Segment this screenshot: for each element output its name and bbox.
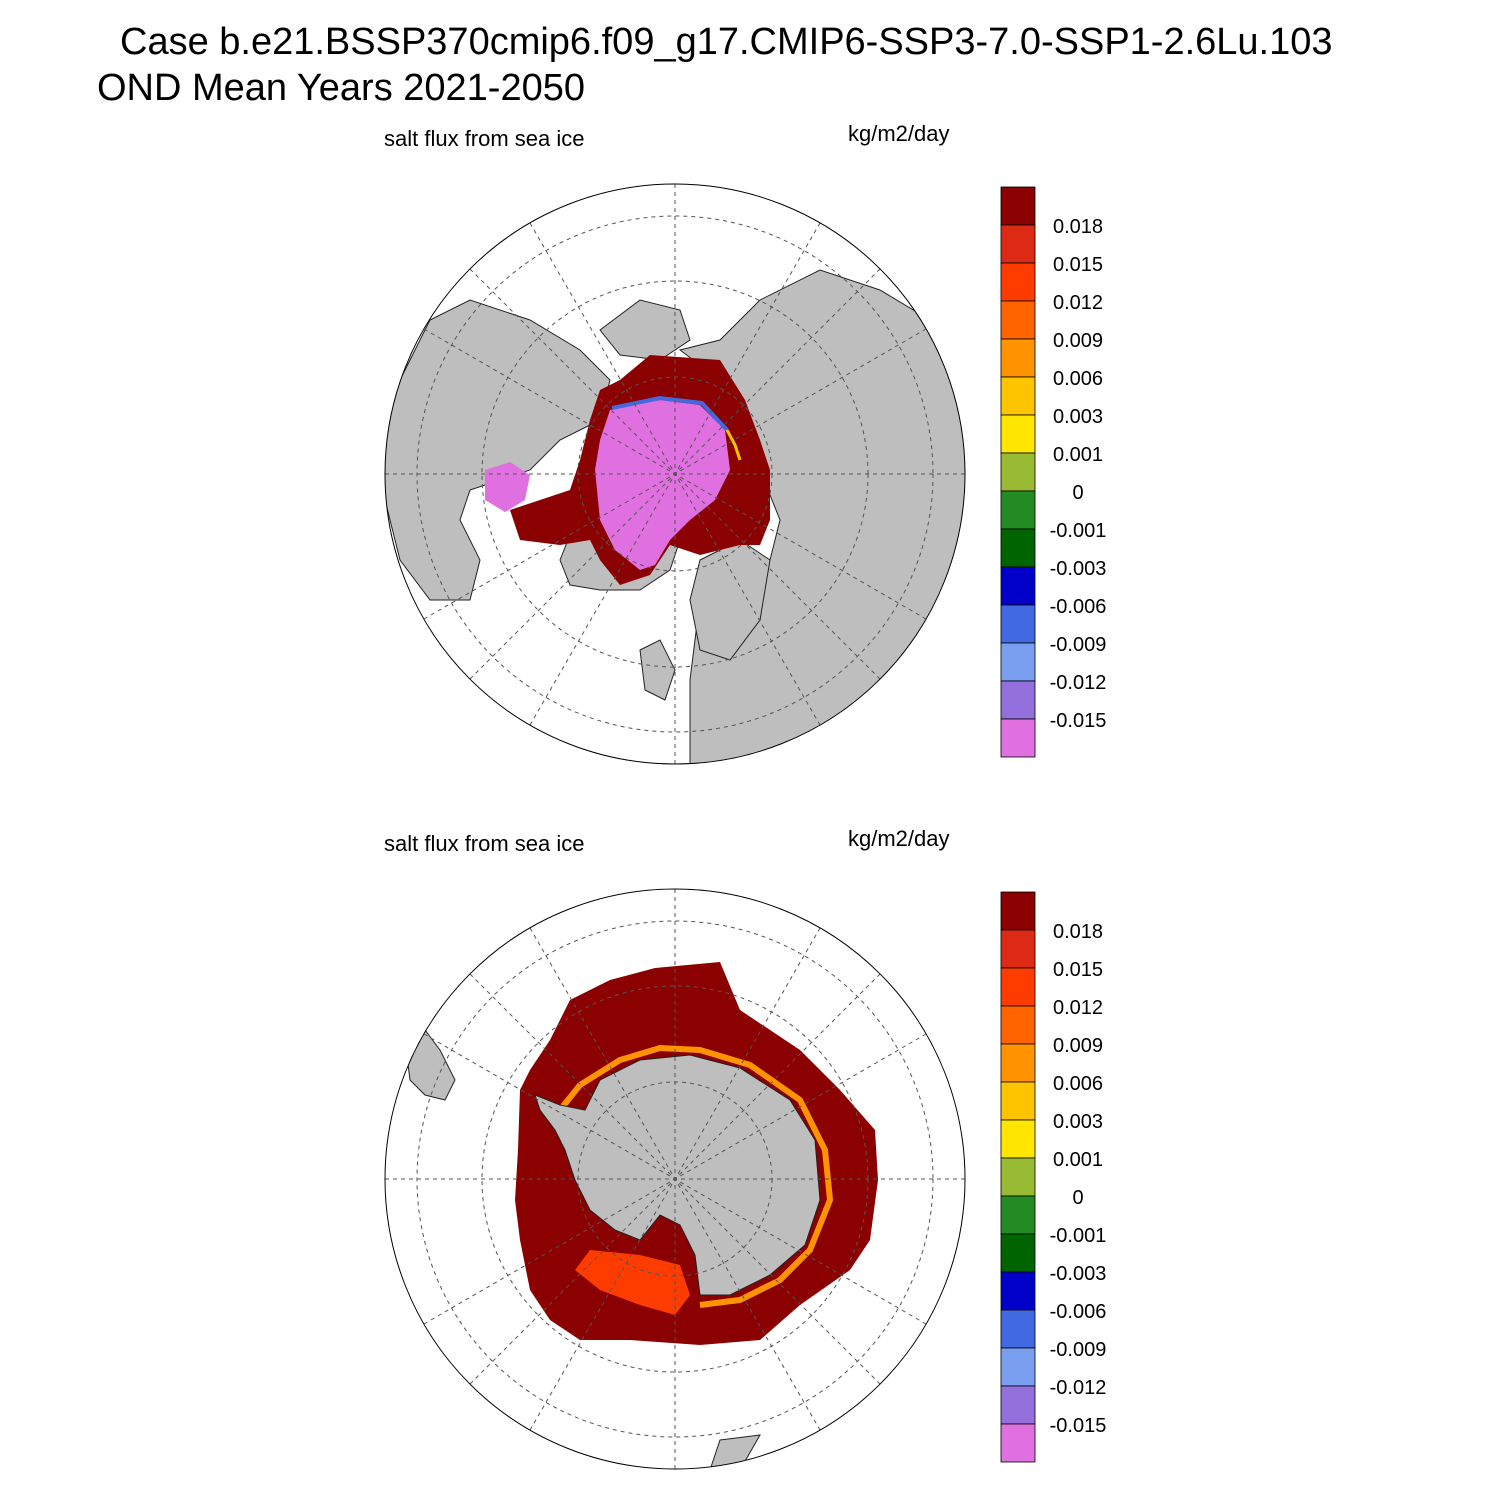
south-land-australia-edge bbox=[709, 1434, 761, 1469]
south-land-south-america bbox=[404, 1029, 456, 1101]
south-ice-orange-zone bbox=[575, 1250, 690, 1315]
north-ice-hudson-bay bbox=[485, 462, 530, 512]
north-colorbar-tick-label: -0.009 bbox=[1050, 634, 1107, 656]
south-colorbar-swatch bbox=[1000, 1309, 1036, 1349]
north-colorbar-swatch bbox=[1000, 680, 1036, 720]
north-colorbar-swatch bbox=[1000, 528, 1036, 568]
south-colorbar-tick-label: -0.015 bbox=[1050, 1415, 1107, 1437]
north-colorbar-swatch bbox=[1000, 186, 1036, 226]
north-colorbar-tick-label: -0.001 bbox=[1050, 520, 1107, 542]
south-colorbar-swatch bbox=[1000, 1119, 1036, 1159]
north-colorbar-swatch bbox=[1000, 376, 1036, 416]
south-land-antarctica bbox=[534, 1054, 821, 1296]
south-colorbar-swatch bbox=[1000, 1043, 1036, 1083]
south-colorbar-swatch bbox=[1000, 891, 1036, 931]
north-colorbar-swatch bbox=[1000, 224, 1036, 264]
north-ice-yellow-rim bbox=[725, 429, 742, 461]
north-colorbar-tick-label: 0.003 bbox=[1053, 406, 1103, 428]
north-colorbar-swatch bbox=[1000, 338, 1036, 378]
south-colorbar-swatch bbox=[1000, 1347, 1036, 1387]
south-colorbar-tick-label: -0.003 bbox=[1050, 1263, 1107, 1285]
south-polar-map bbox=[384, 888, 966, 1470]
south-colorbar-tick-label: -0.001 bbox=[1050, 1225, 1107, 1247]
north-colorbar-tick-label: -0.006 bbox=[1050, 596, 1107, 618]
figure-title-case: Case b.e21.BSSP370cmip6.f09_g17.CMIP6-SS… bbox=[120, 21, 1333, 63]
north-graticule bbox=[385, 184, 965, 764]
south-colorbar-tick-label: -0.012 bbox=[1050, 1377, 1107, 1399]
south-colorbar-swatch bbox=[1000, 1233, 1036, 1273]
north-colorbar-tick-label: 0.012 bbox=[1053, 292, 1103, 314]
south-colorbar-tick-label: 0.006 bbox=[1053, 1073, 1103, 1095]
south-colorbar-tick-label: 0.009 bbox=[1053, 1035, 1103, 1057]
north-variable-label: salt flux from sea ice bbox=[384, 126, 585, 151]
south-map-border bbox=[384, 888, 966, 1470]
north-map-border bbox=[384, 183, 966, 765]
north-colorbar-tick-label: 0.001 bbox=[1053, 444, 1103, 466]
south-colorbar-swatch bbox=[1000, 1005, 1036, 1045]
south-colorbar-swatch bbox=[1000, 967, 1036, 1007]
south-units-label: kg/m2/day bbox=[848, 826, 950, 851]
south-colorbar-swatch bbox=[1000, 1385, 1036, 1425]
north-colorbar-tick-label: 0.006 bbox=[1053, 368, 1103, 390]
north-colorbar-tick-label: -0.003 bbox=[1050, 558, 1107, 580]
north-polar-map bbox=[384, 183, 966, 765]
north-colorbar-tick-label: -0.012 bbox=[1050, 672, 1107, 694]
north-colorbar-swatch bbox=[1000, 262, 1036, 302]
south-colorbar-tick-label: 0.001 bbox=[1053, 1149, 1103, 1171]
south-colorbar: 0.018 0.015 0.012 0.009 0.006 0.003 0.001 0 -0.0… bbox=[1000, 891, 1107, 1463]
figure-title-period: OND Mean Years 2021-2050 bbox=[97, 67, 585, 109]
south-colorbar-tick-label: 0.012 bbox=[1053, 997, 1103, 1019]
north-colorbar-swatch bbox=[1000, 604, 1036, 644]
north-colorbar-tick-label: 0.009 bbox=[1053, 330, 1103, 352]
north-colorbar-tick-label: 0 bbox=[1072, 482, 1083, 504]
north-colorbar-tick-label: 0.015 bbox=[1053, 254, 1103, 276]
north-colorbar-tick-label: -0.015 bbox=[1050, 710, 1107, 732]
north-colorbar-swatch bbox=[1000, 300, 1036, 340]
north-colorbar-swatch bbox=[1000, 566, 1036, 606]
north-land-uk bbox=[639, 639, 676, 701]
south-colorbar-tick-label: -0.009 bbox=[1050, 1339, 1107, 1361]
north-land-north-america bbox=[385, 299, 611, 601]
north-units-label: kg/m2/day bbox=[848, 121, 950, 146]
south-graticule bbox=[385, 889, 965, 1469]
north-colorbar-tick-label: 0.018 bbox=[1053, 216, 1103, 238]
south-colorbar-tick-label: 0 bbox=[1072, 1187, 1083, 1209]
south-ice-coastal-yellow bbox=[557, 1044, 834, 1308]
south-colorbar-swatch bbox=[1000, 929, 1036, 969]
south-variable-label: salt flux from sea ice bbox=[384, 831, 585, 856]
south-colorbar-swatch bbox=[1000, 1195, 1036, 1235]
south-colorbar-swatch bbox=[1000, 1157, 1036, 1197]
north-colorbar: 0.018 0.015 0.012 0.009 0.006 0.003 0.001 0 -0.0… bbox=[1000, 186, 1107, 758]
north-colorbar-swatch bbox=[1000, 642, 1036, 682]
south-colorbar-tick-label: 0.015 bbox=[1053, 959, 1103, 981]
south-colorbar-swatch bbox=[1000, 1081, 1036, 1121]
south-colorbar-swatch bbox=[1000, 1423, 1036, 1463]
north-colorbar-swatch bbox=[1000, 718, 1036, 758]
north-colorbar-swatch bbox=[1000, 452, 1036, 492]
north-ice-blue-rim bbox=[611, 395, 729, 432]
north-land-alaska bbox=[599, 299, 691, 361]
south-colorbar-swatch bbox=[1000, 1271, 1036, 1311]
south-colorbar-tick-label: 0.018 bbox=[1053, 921, 1103, 943]
north-ice-interior bbox=[595, 400, 730, 570]
north-colorbar-swatch bbox=[1000, 490, 1036, 530]
north-colorbar-swatch bbox=[1000, 414, 1036, 454]
south-colorbar-tick-label: 0.003 bbox=[1053, 1111, 1103, 1133]
south-colorbar-tick-label: -0.006 bbox=[1050, 1301, 1107, 1323]
